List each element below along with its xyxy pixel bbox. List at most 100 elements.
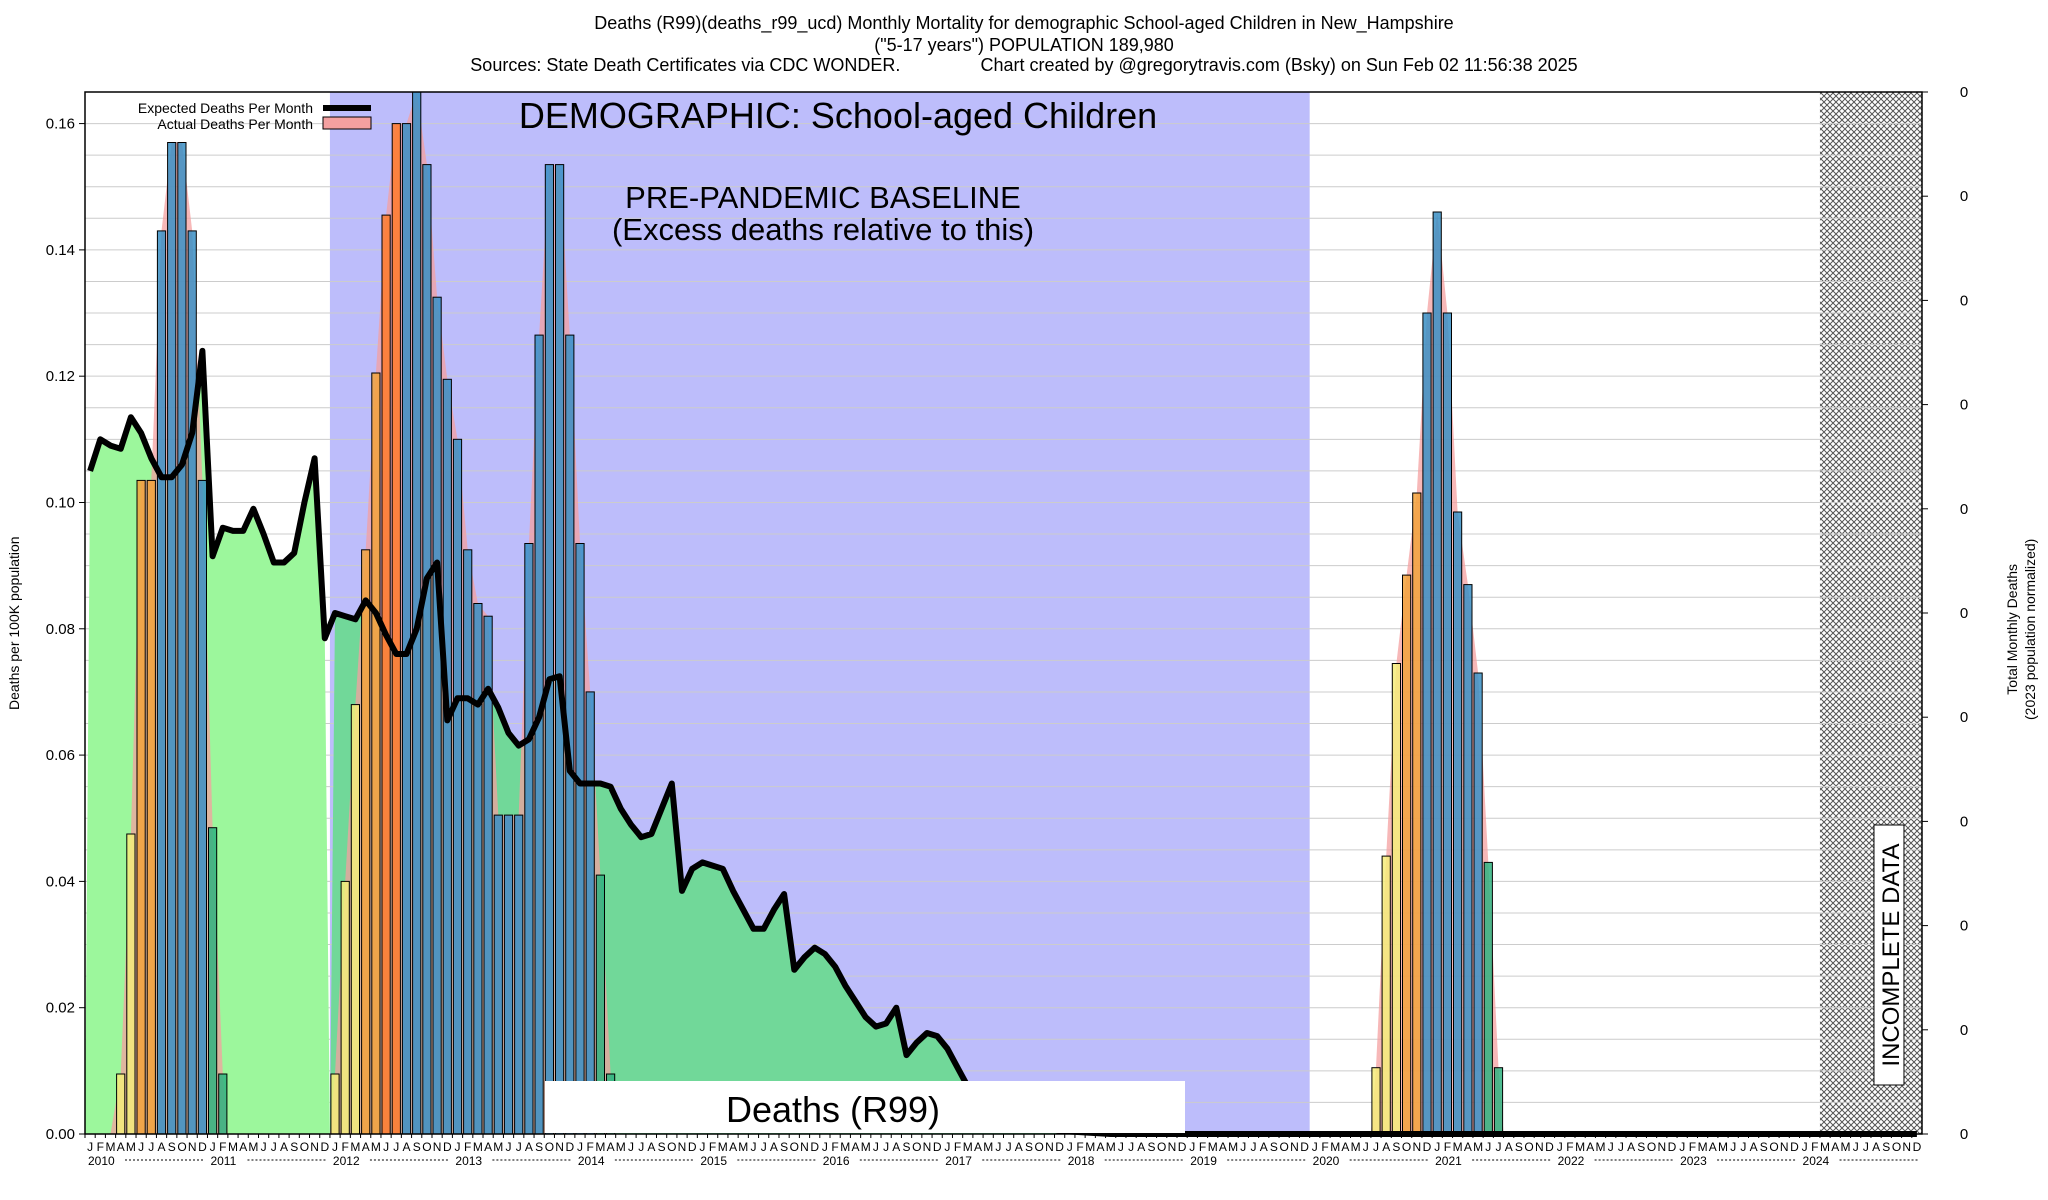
right-tick-label: 0 <box>1960 501 1968 518</box>
x-month-label: J <box>1373 1140 1379 1154</box>
right-tick-label: 0 <box>1960 918 1968 935</box>
x-month-label: S <box>413 1140 421 1154</box>
x-month-label: J <box>1485 1140 1491 1154</box>
actual-bar <box>1453 511 1463 1135</box>
x-month-label: N <box>1535 1140 1544 1154</box>
legend-actual-swatch <box>322 116 372 130</box>
actual-bar <box>1422 312 1432 1135</box>
x-year-label: 2016 <box>823 1154 850 1168</box>
actual-bar <box>371 372 381 1135</box>
x-year-label: 2011 <box>210 1154 236 1168</box>
x-month-label: J <box>751 1140 757 1154</box>
x-month-label: M <box>1841 1140 1851 1154</box>
actual-bar <box>340 880 350 1135</box>
x-month-label: S <box>1025 1140 1033 1154</box>
y-tick-label: 0.14 <box>46 242 75 259</box>
x-month-label: F <box>831 1140 838 1154</box>
x-month-label: J <box>1189 1140 1195 1154</box>
x-month-label: A <box>1219 1140 1227 1154</box>
actual-bar <box>1483 861 1493 1135</box>
x-month-label: M <box>1330 1140 1340 1154</box>
y-tick-label: 0.06 <box>46 747 75 764</box>
actual-bar <box>493 814 503 1135</box>
x-month-label: O <box>1892 1140 1901 1154</box>
deaths-label: Deaths (R99) <box>726 1089 940 1130</box>
x-month-label: M <box>616 1140 626 1154</box>
y-tick-label: 0.00 <box>46 1126 75 1143</box>
x-month-label: M <box>1596 1140 1606 1154</box>
x-month-label: A <box>1586 1140 1594 1154</box>
x-month-label: J <box>1118 1140 1124 1154</box>
x-month-label: D <box>688 1140 697 1154</box>
x-month-label: F <box>709 1140 716 1154</box>
actual-bar <box>575 543 585 1135</box>
x-month-label: O <box>1280 1140 1289 1154</box>
x-month-label: D <box>320 1140 329 1154</box>
x-month-label: A <box>974 1140 982 1154</box>
x-month-label: D <box>198 1140 207 1154</box>
incomplete-data-region <box>1819 92 1922 1134</box>
actual-bar <box>391 123 401 1135</box>
x-month-label: S <box>1637 1140 1645 1154</box>
x-month-label: S <box>1270 1140 1278 1154</box>
actual-bar <box>463 549 473 1135</box>
x-month-label: S <box>658 1140 666 1154</box>
x-month-label: A <box>729 1140 737 1154</box>
right-tick-label: 0 <box>1960 709 1968 726</box>
right-tick-label: 0 <box>1960 188 1968 205</box>
x-month-label: F <box>464 1140 471 1154</box>
right-tick-label: 0 <box>1960 292 1968 309</box>
x-month-label: M <box>963 1140 973 1154</box>
x-month-label: M <box>1351 1140 1361 1154</box>
x-month-label: S <box>535 1140 543 1154</box>
actual-bar <box>177 142 187 1135</box>
x-month-label: A <box>892 1140 900 1154</box>
x-month-label: S <box>168 1140 176 1154</box>
actual-bar <box>1381 855 1391 1135</box>
baseline-annotation-line2: (Excess deaths relative to this) <box>612 212 1034 247</box>
x-month-label: N <box>1168 1140 1177 1154</box>
x-month-label: O <box>1647 1140 1656 1154</box>
x-month-label: M <box>1106 1140 1116 1154</box>
x-month-label: O <box>1035 1140 1044 1154</box>
actual-bar <box>197 479 208 1135</box>
x-month-label: A <box>402 1140 410 1154</box>
x-month-label: A <box>1750 1140 1758 1154</box>
right-tick-label: 0 <box>1960 84 1968 101</box>
x-month-label: S <box>780 1140 788 1154</box>
x-month-label: S <box>1147 1140 1155 1154</box>
baseline-annotation-line1: PRE-PANDEMIC BASELINE <box>625 180 1021 215</box>
x-month-label: M <box>1575 1140 1585 1154</box>
y-tick-label: 0.16 <box>46 116 75 133</box>
x-month-label: N <box>1412 1140 1421 1154</box>
x-month-label: A <box>851 1140 859 1154</box>
x-month-label: J <box>383 1140 389 1154</box>
x-month-label: D <box>1178 1140 1187 1154</box>
actual-bar <box>432 296 442 1135</box>
x-month-label: M <box>371 1140 381 1154</box>
x-month-label: A <box>484 1140 492 1154</box>
x-month-label: M <box>473 1140 483 1154</box>
x-month-label: J <box>1608 1140 1614 1154</box>
x-month-label: F <box>1811 1140 1818 1154</box>
actual-bar <box>361 549 371 1135</box>
x-month-label: S <box>290 1140 298 1154</box>
x-month-label: J <box>1251 1140 1257 1154</box>
x-month-label: A <box>1382 1140 1390 1154</box>
y-tick-label: 0.12 <box>46 368 75 385</box>
x-month-label: M <box>1228 1140 1238 1154</box>
actual-bar <box>330 1073 340 1135</box>
x-month-label: A <box>1341 1140 1349 1154</box>
actual-bar <box>156 230 167 1135</box>
x-month-label: O <box>667 1140 676 1154</box>
x-month-label: J <box>516 1140 522 1154</box>
x-month-label: F <box>342 1140 349 1154</box>
x-month-label: F <box>1444 1140 1451 1154</box>
actual-bar <box>442 378 452 1135</box>
x-month-label: M <box>106 1140 116 1154</box>
x-month-label: M <box>1718 1140 1728 1154</box>
x-month-label: O <box>300 1140 309 1154</box>
actual-bar <box>116 1073 126 1135</box>
x-month-label: J <box>628 1140 634 1154</box>
